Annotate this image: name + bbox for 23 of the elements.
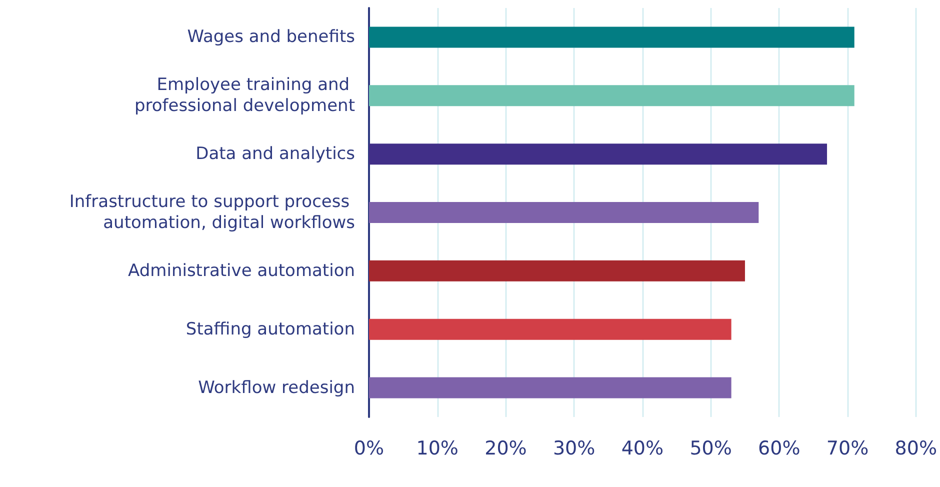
x-tick-label: 40% [621, 438, 664, 460]
y-tick-label: Employee training and professional development [134, 75, 356, 116]
x-tick-label: 80% [894, 438, 937, 460]
x-tick-label: 50% [690, 438, 732, 460]
bar [369, 318, 732, 340]
y-tick-label: Data and analytics [196, 144, 356, 164]
bar [369, 26, 854, 48]
x-tick-label: 0% [354, 438, 384, 460]
bar [369, 260, 745, 282]
x-tick-label: 10% [416, 438, 458, 460]
y-tick-label: Workflow redesign [198, 378, 355, 398]
y-tick-label: Wages and benefits [187, 27, 356, 48]
y-tick-label: Staffing automation [186, 319, 355, 340]
x-tick-label: 70% [826, 438, 869, 460]
y-tick-label: Administrative automation [128, 260, 355, 281]
y-tick-label: Infrastructure to support process automation, digital workflows [69, 192, 356, 233]
bar [369, 144, 828, 165]
x-tick-label: 20% [484, 438, 527, 460]
x-tick-label: 60% [758, 438, 800, 460]
bar [369, 377, 732, 398]
x-tick-label: 30% [552, 438, 596, 460]
bar [369, 85, 854, 106]
bar [369, 202, 759, 223]
